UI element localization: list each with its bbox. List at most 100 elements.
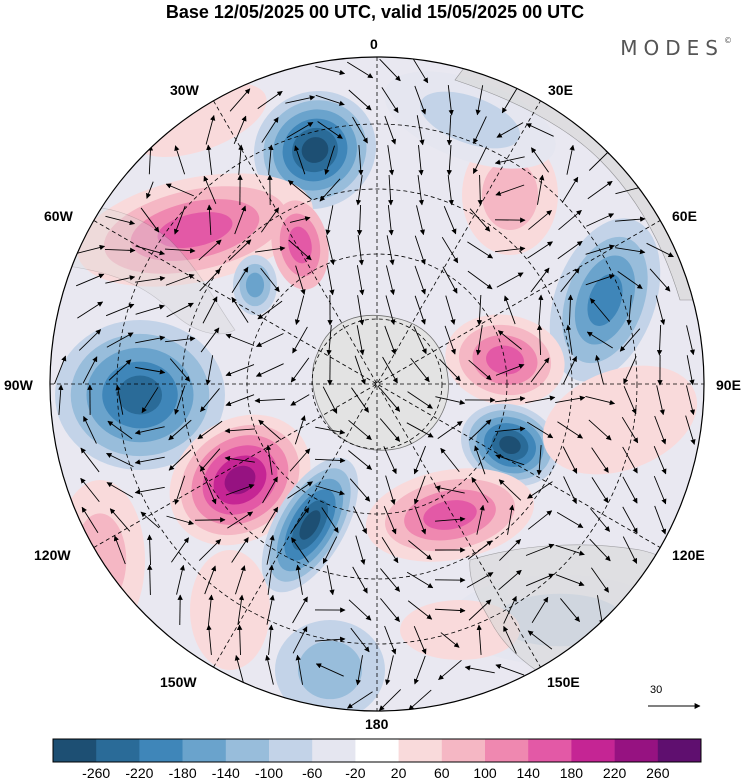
wind-arrow-231 <box>314 457 346 464</box>
wind-arrow-13 <box>501 86 519 114</box>
colorbar-swatch-6 <box>312 739 356 762</box>
wind-arrow-302 <box>176 564 185 595</box>
wind-arrow-7 <box>315 94 345 106</box>
wind-arrow-32 <box>324 145 335 175</box>
map-border <box>49 56 705 712</box>
wind-arrow-55 <box>537 174 545 205</box>
wind-arrow-19 <box>352 116 368 144</box>
wind-arrow-259 <box>563 476 577 505</box>
wind-arrow-67 <box>356 204 363 236</box>
anomaly-patch-5-3 <box>587 274 623 326</box>
wind-arrow-16 <box>261 116 279 143</box>
wind-arrow-180 <box>58 384 64 415</box>
wind-arrow-57 <box>587 180 613 200</box>
wind-arrow-245 <box>134 486 165 495</box>
anomaly-patch-18-1 <box>420 91 520 149</box>
wind-arrow-207 <box>224 428 255 434</box>
brand-text: MODES <box>620 36 724 60</box>
anomaly-patch-10-5 <box>299 510 321 540</box>
wind-arrow-182 <box>115 384 124 415</box>
wind-arrow-254 <box>413 475 426 505</box>
wind-arrow-196 <box>525 395 556 404</box>
wind-arrow-27 <box>174 145 186 175</box>
wind-arrow-330 <box>560 598 580 622</box>
wind-arrow-204 <box>134 426 165 435</box>
anomaly-patch-2-2 <box>288 226 312 264</box>
wind-arrow-261 <box>622 476 638 504</box>
brand-mark: © <box>724 36 732 45</box>
wind-arrow-169 <box>382 356 398 384</box>
wind-arrow-218 <box>557 421 584 439</box>
wind-arrow-189 <box>322 386 338 414</box>
wind-arrow-186 <box>225 394 255 407</box>
wind-arrow-320 <box>266 594 275 625</box>
wind-arrow-40 <box>566 144 575 175</box>
wind-arrow-15 <box>233 115 247 145</box>
wind-arrow-24 <box>496 122 524 138</box>
lon-label-30w: 30W <box>170 82 199 98</box>
wind-arrow-177 <box>623 356 637 385</box>
wind-arrow-31 <box>294 145 306 175</box>
wind-arrow-160 <box>108 359 132 381</box>
wind-arrow-208 <box>258 419 282 441</box>
south-america <box>59 206 236 335</box>
colorbar-tick-label: 20 <box>390 765 407 781</box>
wind-arrow-341 <box>476 624 482 655</box>
wind-arrow-324 <box>380 598 400 622</box>
wind-arrow-128 <box>414 295 426 325</box>
wind-arrow-236 <box>474 445 486 475</box>
wind-arrow-71 <box>469 208 491 232</box>
wind-arrow-242 <box>653 445 667 475</box>
colorbar-swatch-0 <box>53 739 97 762</box>
wind-arrow-48 <box>319 178 341 202</box>
wind-arrow-171 <box>439 358 461 382</box>
anomaly-patch-11-3 <box>423 500 477 530</box>
wind-arrow-10 <box>414 85 427 115</box>
wind-arrow-305 <box>267 564 274 595</box>
colorbar <box>52 738 702 763</box>
wind-arrow-69 <box>416 205 425 236</box>
wind-arrow-37 <box>472 146 488 174</box>
wind-arrow-130 <box>476 294 483 326</box>
wind-arrow-143 <box>256 333 284 347</box>
wind-arrow-243 <box>80 477 100 503</box>
wind-arrow-304 <box>235 565 246 595</box>
wind-arrow-5 <box>257 90 283 110</box>
colorbar-swatch-8 <box>398 739 443 762</box>
anomaly-patch-19-0 <box>133 83 267 157</box>
wind-arrow-306 <box>295 564 303 595</box>
wind-arrow-34 <box>387 145 395 176</box>
wind-arrow-321 <box>292 596 308 624</box>
wind-arrow-98 <box>105 275 136 284</box>
wind-arrow-29 <box>238 144 244 175</box>
wind-arrow-90 <box>467 241 494 259</box>
wind-arrow-346 <box>295 654 304 685</box>
wind-arrow-9 <box>381 87 399 114</box>
wind-arrow-38 <box>494 156 525 165</box>
latitude-circle <box>246 253 508 515</box>
wind-arrow-223 <box>80 447 100 473</box>
wind-arrow-26 <box>147 145 154 175</box>
wind-arrow-226 <box>168 449 192 471</box>
wind-arrow-113 <box>560 267 580 293</box>
wind-arrow-77 <box>75 244 106 255</box>
wind-arrow-39 <box>531 147 549 173</box>
wind-arrow-137 <box>78 329 102 351</box>
wind-arrow-122 <box>231 296 249 323</box>
wind-arrow-210 <box>315 426 346 435</box>
wind-arrow-301 <box>147 564 153 596</box>
wind-arrow-224 <box>106 452 134 468</box>
wind-arrow-326 <box>434 607 466 614</box>
wind-arrow-147 <box>384 325 397 355</box>
wind-arrow-286 <box>198 539 222 561</box>
wind-arrow-152 <box>536 324 543 356</box>
wind-arrow-62 <box>206 204 213 236</box>
lon-label-150w: 150W <box>160 674 197 690</box>
wind-arrow-244 <box>106 482 134 498</box>
colorbar-tick-label: 60 <box>434 765 450 781</box>
wind-arrow-290 <box>322 536 338 564</box>
wind-arrow-126 <box>357 295 365 326</box>
wind-arrow-274 <box>414 505 427 535</box>
colorbar-tick-label: -260 <box>82 765 111 781</box>
wind-arrow-190 <box>351 387 369 413</box>
